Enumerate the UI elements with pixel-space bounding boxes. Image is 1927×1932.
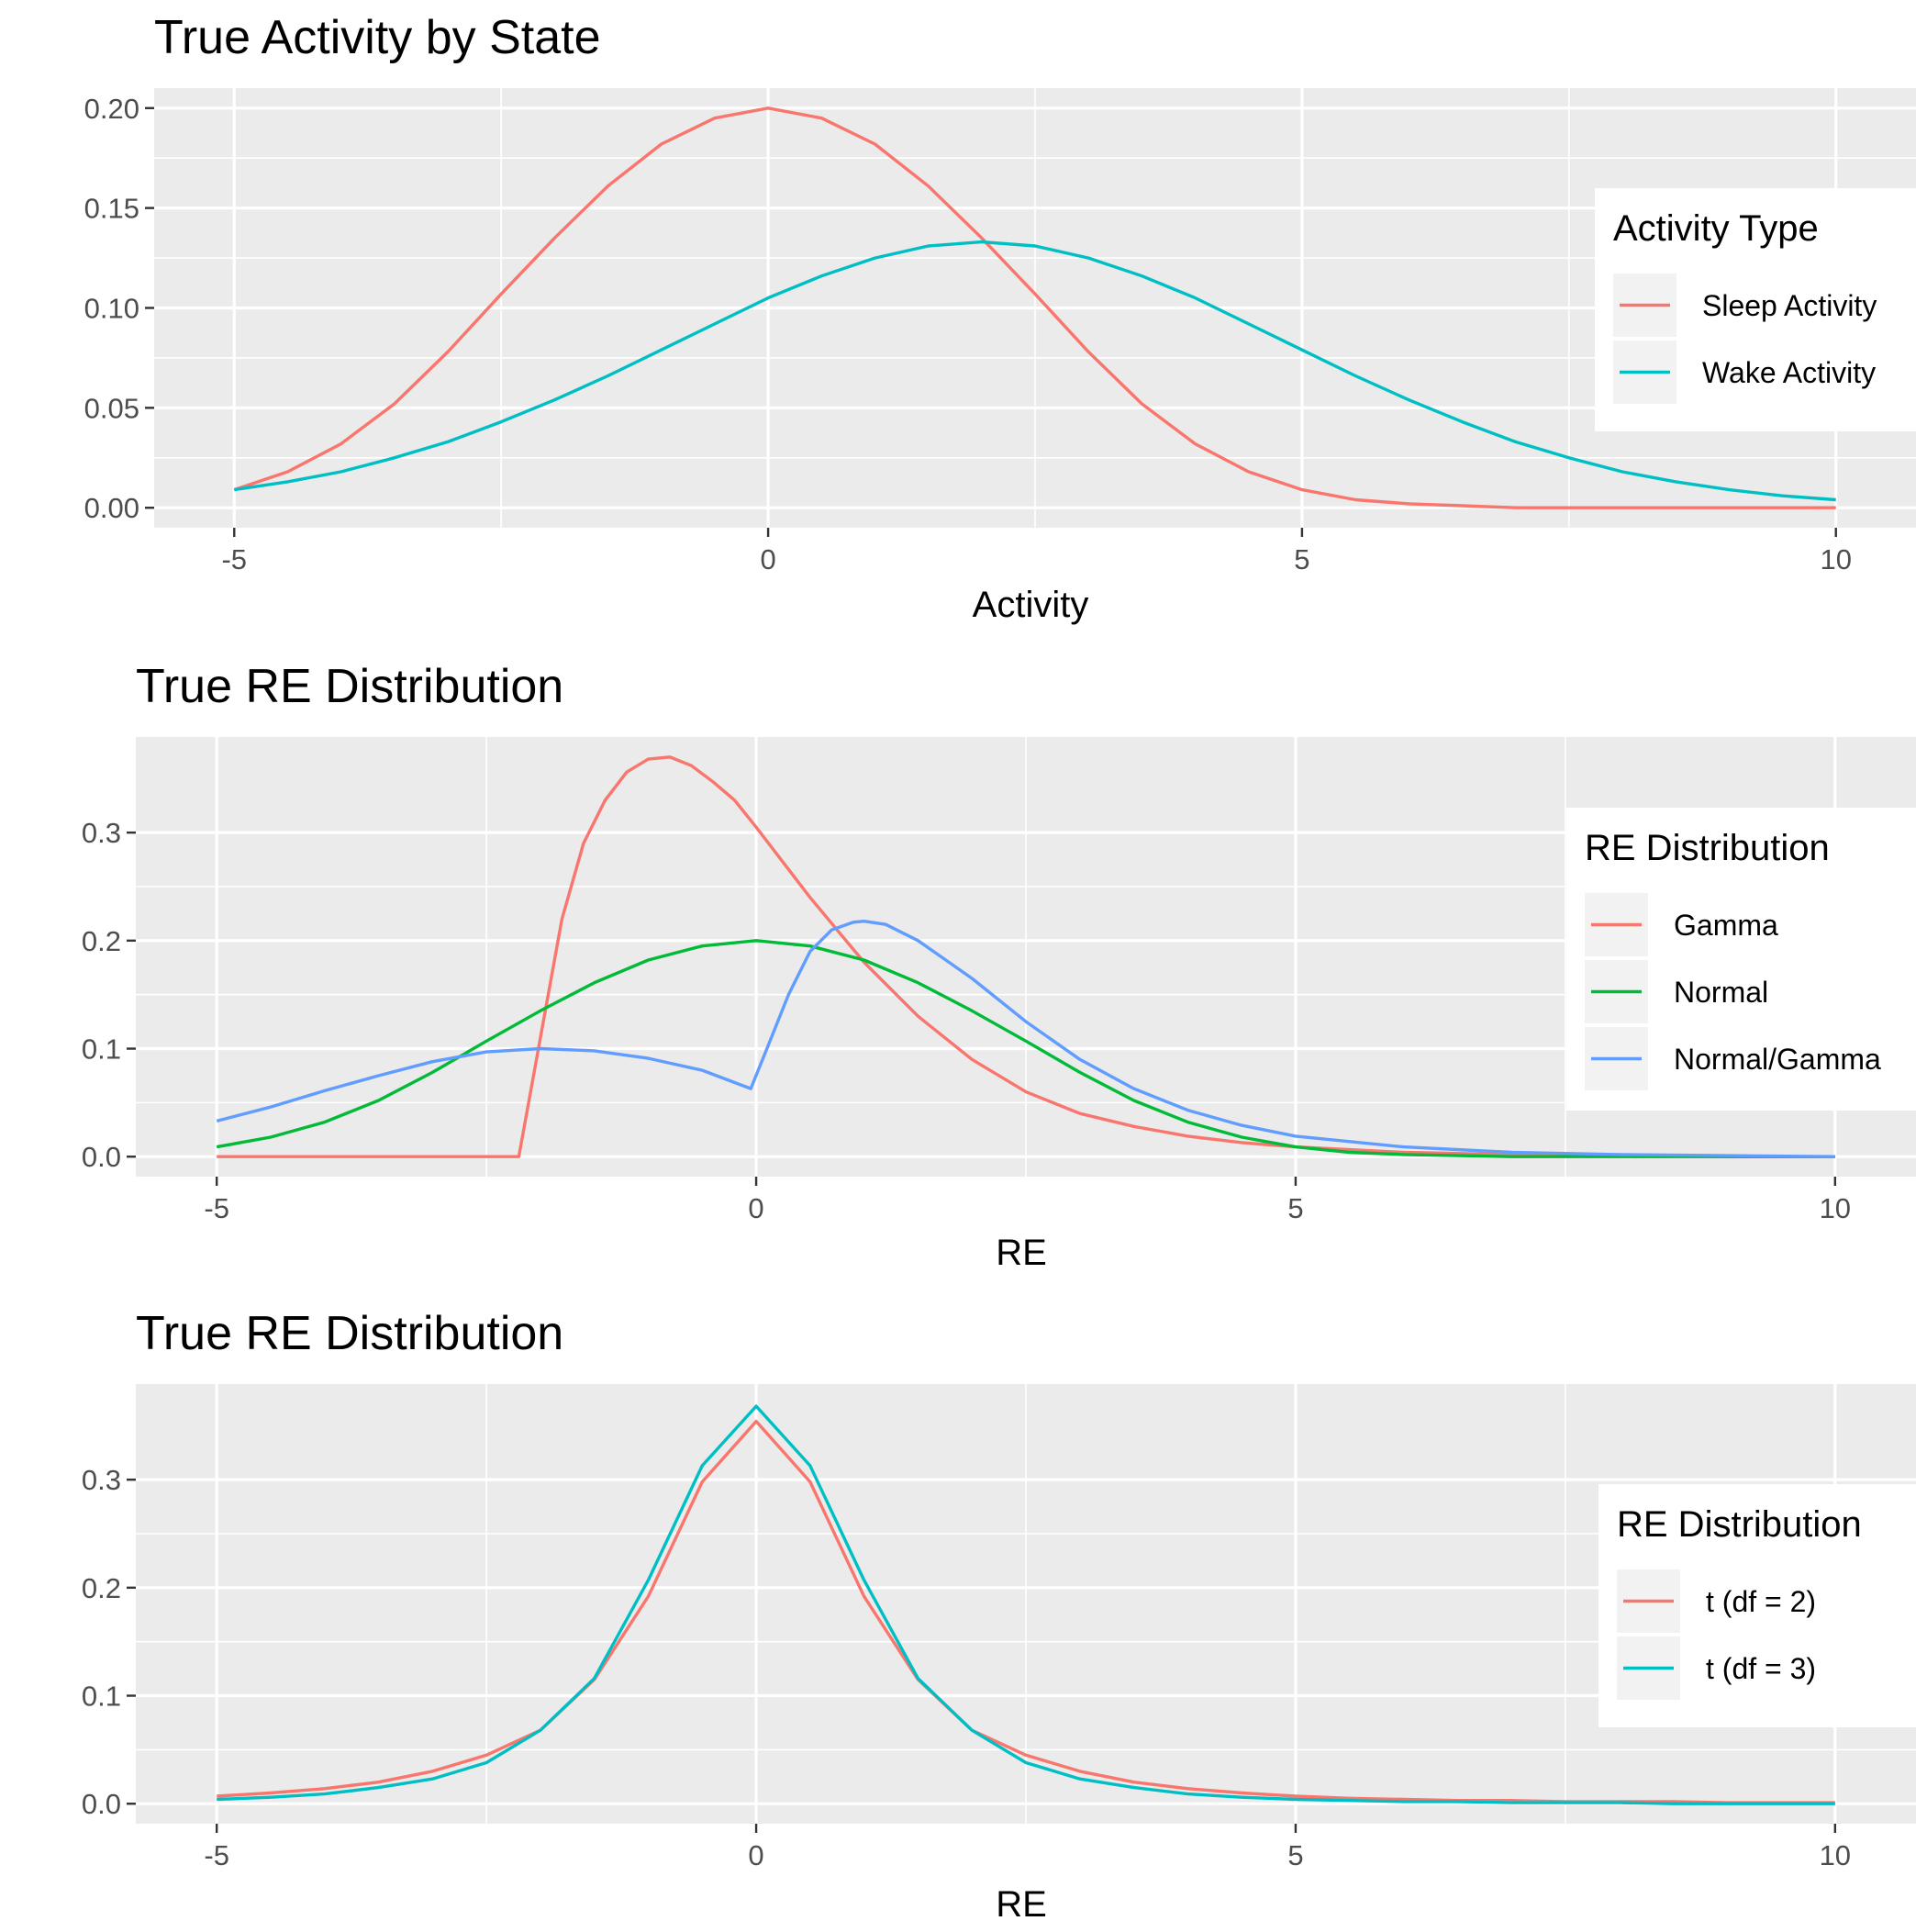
series-line-1 <box>233 106 1836 509</box>
legend: RE Distribution t (df = 2) t (df = 3) <box>1598 1484 1927 1727</box>
legend-label: Gamma <box>1674 909 1778 942</box>
y-tick-label: 0.0 <box>82 1788 121 1820</box>
legend-label: Normal <box>1674 976 1768 1009</box>
x-tick-label: 0 <box>760 543 775 575</box>
x-tick-label: -5 <box>221 543 247 575</box>
chart-panel-2: True RE Distribution -5 0 5 10 0.0 0.1 0.2 0.3 RE… <box>82 660 1927 1273</box>
y-tick-label: 0.3 <box>82 817 121 849</box>
legend-title: RE Distribution <box>1617 1504 1862 1545</box>
legend-label: t (df = 3) <box>1706 1652 1816 1685</box>
chart-panel-1: True Activity by State -5 0 5 10 0.00 0.05 0.10… <box>84 11 1927 625</box>
x-tick-label: -5 <box>204 1839 229 1871</box>
legend-title: Activity Type <box>1613 208 1819 249</box>
y-tick-label: 0.2 <box>82 1572 121 1604</box>
series-line-2 <box>234 240 1836 502</box>
y-tick-label: 0.00 <box>84 492 139 524</box>
chart-title: True RE Distribution <box>136 660 563 713</box>
y-tick-label: 0.10 <box>84 293 139 325</box>
x-tick-label: 10 <box>1820 543 1851 575</box>
chart-title: True RE Distribution <box>136 1307 563 1360</box>
x-tick-label: 10 <box>1820 1192 1851 1224</box>
y-tick-label: 0.1 <box>82 1681 121 1713</box>
x-tick-label: 5 <box>1287 1839 1303 1871</box>
y-tick-label: 0.3 <box>82 1464 121 1496</box>
series-line-3 <box>216 920 1835 1158</box>
legend: Activity Type Sleep Activity Wake Activity <box>1595 188 1927 431</box>
series-line-2 <box>216 939 1835 1158</box>
y-tick-label: 0.2 <box>82 925 121 957</box>
legend-label: t (df = 2) <box>1706 1585 1816 1618</box>
x-tick-label: 5 <box>1287 1192 1303 1224</box>
chart-panel-3: True RE Distribution -5 0 5 10 0.0 0.1 0.2 0.3 RE… <box>82 1307 1927 1925</box>
y-tick-label: 0.0 <box>82 1141 121 1173</box>
legend: RE Distribution Gamma Normal Normal/Gamma <box>1566 808 1927 1111</box>
y-tick-label: 0.20 <box>84 93 139 125</box>
x-axis-title: RE <box>996 1233 1047 1273</box>
x-tick-label: 5 <box>1294 543 1309 575</box>
chart-title: True Activity by State <box>154 11 600 64</box>
y-tick-label: 0.05 <box>84 392 139 424</box>
x-tick-label: 10 <box>1820 1839 1851 1871</box>
series-line-1 <box>217 755 1835 1158</box>
x-tick-label: 0 <box>748 1839 763 1871</box>
x-tick-label: -5 <box>204 1192 229 1224</box>
x-tick-label: 0 <box>748 1192 763 1224</box>
x-axis-title: RE <box>996 1884 1047 1925</box>
legend-label: Sleep Activity <box>1702 289 1877 322</box>
legend-label: Wake Activity <box>1702 356 1876 389</box>
y-tick-label: 0.15 <box>84 193 139 225</box>
y-tick-label: 0.1 <box>82 1033 121 1066</box>
x-axis-title: Activity <box>973 585 1089 625</box>
legend-title: RE Distribution <box>1585 828 1830 868</box>
legend-label: Normal/Gamma <box>1674 1043 1881 1076</box>
series-line-2 <box>217 1404 1835 1805</box>
